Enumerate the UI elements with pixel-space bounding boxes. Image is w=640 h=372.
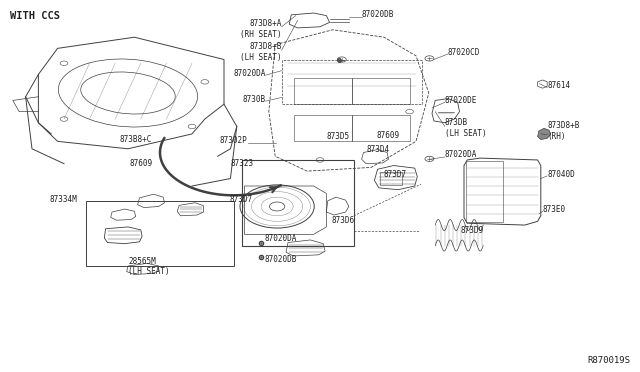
Text: 873B8+C: 873B8+C	[120, 135, 152, 144]
Text: 87334M: 87334M	[49, 195, 77, 204]
Text: 87614: 87614	[547, 81, 570, 90]
Text: 87020DA: 87020DA	[445, 150, 477, 159]
Text: 873D7: 873D7	[384, 170, 407, 179]
Text: R870019S: R870019S	[588, 356, 630, 365]
Text: (RH): (RH)	[547, 132, 566, 141]
Text: 873D4: 873D4	[366, 145, 389, 154]
Polygon shape	[538, 128, 550, 140]
Text: 873D8+B: 873D8+B	[249, 42, 282, 51]
Text: 87020DE: 87020DE	[445, 96, 477, 105]
Text: 87020DB: 87020DB	[264, 255, 297, 264]
Text: 87020DA: 87020DA	[233, 69, 266, 78]
Text: 87302P: 87302P	[220, 136, 248, 145]
Text: (LH SEAT): (LH SEAT)	[445, 129, 486, 138]
Text: 873E0: 873E0	[543, 205, 566, 214]
Text: (RH SEAT): (RH SEAT)	[240, 30, 282, 39]
Text: WITH CCS: WITH CCS	[10, 11, 60, 21]
Text: (LH SEAT): (LH SEAT)	[128, 267, 170, 276]
Text: 87020CD: 87020CD	[448, 48, 481, 57]
Text: 873D9: 873D9	[461, 226, 484, 235]
Text: 87609: 87609	[129, 159, 152, 168]
Text: 873D5: 873D5	[326, 132, 349, 141]
Text: 87040D: 87040D	[547, 170, 575, 179]
Text: 87020DA: 87020DA	[264, 234, 297, 243]
Text: 873D8+A: 873D8+A	[249, 19, 282, 28]
Text: 87020DB: 87020DB	[362, 10, 394, 19]
Text: 8730B: 8730B	[243, 95, 266, 104]
Text: 28565M: 28565M	[128, 257, 156, 266]
Text: (LH SEAT): (LH SEAT)	[240, 54, 282, 62]
Text: 873D6: 873D6	[332, 216, 355, 225]
Text: 873D7: 873D7	[229, 195, 252, 204]
Text: 87609: 87609	[376, 131, 399, 140]
Text: 873DB: 873DB	[445, 118, 468, 127]
Text: 87323: 87323	[230, 159, 253, 168]
Text: 873D8+B: 873D8+B	[547, 121, 580, 130]
